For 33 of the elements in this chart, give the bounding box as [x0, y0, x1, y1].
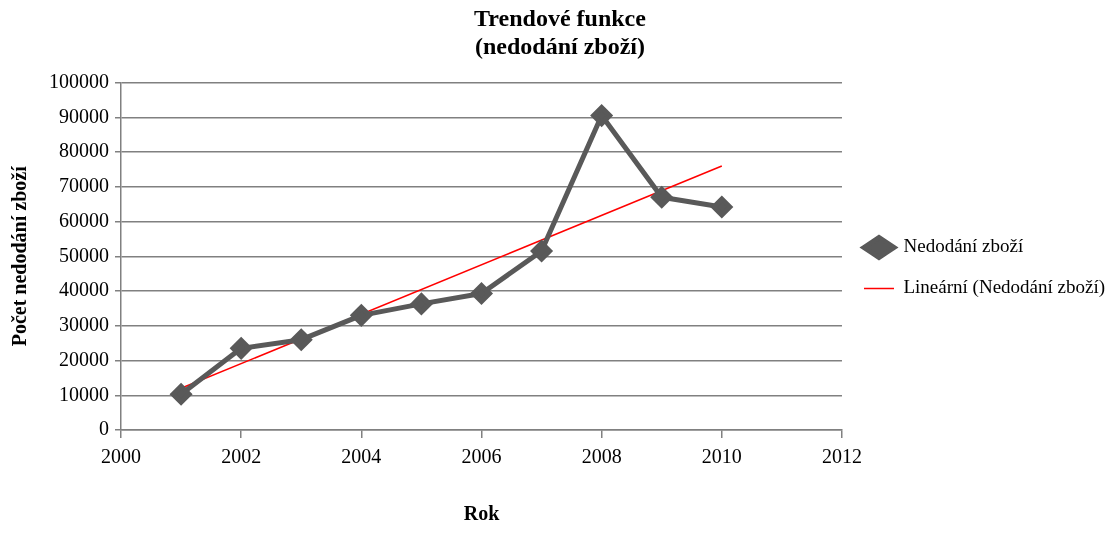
legend-label: Lineární (Nedodání zboží) — [903, 276, 1106, 299]
point — [410, 293, 432, 315]
y-tick-label: 50000 — [59, 243, 109, 266]
point — [290, 329, 312, 351]
point — [711, 196, 733, 218]
y-tick-label: 80000 — [59, 139, 109, 162]
x-axis-title: Rok — [463, 502, 501, 525]
y-tick-label: 30000 — [59, 313, 109, 336]
point — [651, 186, 673, 208]
point — [170, 383, 192, 405]
y-tick-label: 70000 — [59, 174, 109, 197]
x-tick-label: 2002 — [221, 445, 262, 468]
x-tick-label: 2000 — [101, 445, 141, 468]
y-tick-label: 0 — [99, 417, 109, 440]
point — [591, 105, 613, 127]
y-tick-label: 60000 — [59, 208, 109, 231]
point — [470, 282, 492, 304]
y-tick-label: 20000 — [59, 347, 109, 370]
chart-title: Trendové funkce (nedodání zboží) — [474, 4, 647, 60]
legend-label: Nedodání zboží — [903, 235, 1024, 257]
point — [531, 240, 553, 262]
x-tick-label: 2006 — [461, 445, 502, 468]
x-tick-label: 2012 — [821, 445, 862, 468]
x-tick-label: 2008 — [581, 445, 622, 468]
point — [350, 304, 372, 326]
y-tick-label: 90000 — [59, 104, 109, 127]
x-tick-label: 2004 — [341, 445, 382, 468]
y-axis-title: Počet nedodání zboží — [8, 165, 31, 347]
point — [230, 337, 252, 359]
y-tick-label: 100000 — [49, 69, 109, 92]
y-tick-label: 10000 — [59, 382, 109, 405]
y-tick-label: 40000 — [59, 278, 109, 301]
x-tick-label: 2010 — [701, 445, 742, 468]
